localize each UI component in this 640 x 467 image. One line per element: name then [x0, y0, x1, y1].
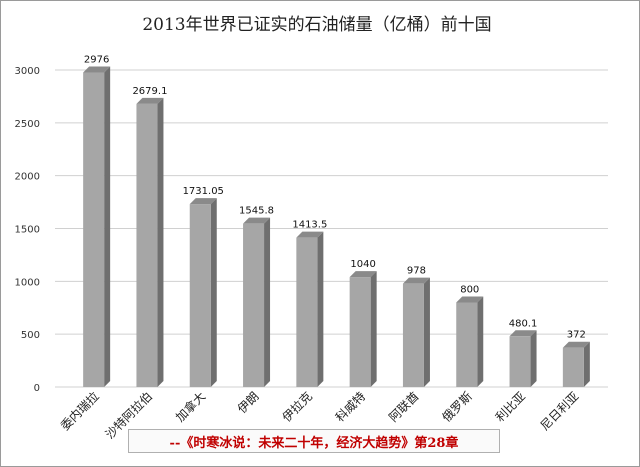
y-tick-label: 2000: [15, 172, 40, 183]
bar-top: [296, 231, 324, 238]
bar-front: [136, 103, 158, 387]
bar: [136, 97, 164, 387]
bar: [296, 231, 324, 387]
data-label: 800: [460, 284, 479, 295]
footer-caption: --《时寒冰说：未来二十年，经济大趋势》第28章: [128, 429, 500, 453]
category-label: 俄罗斯: [440, 389, 475, 424]
bar-side: [530, 330, 537, 387]
bars: [83, 66, 590, 387]
chart-title: 2013年世界已证实的石油储量（亿桶）前十国: [142, 15, 491, 35]
y-tick-label: 1500: [15, 225, 40, 236]
bar-front: [562, 347, 584, 387]
category-label: 尼日利亚: [538, 389, 582, 433]
bar-top: [402, 277, 430, 284]
bar: [243, 217, 271, 387]
bar-front: [456, 302, 478, 387]
bar-side: [583, 341, 590, 387]
y-tick-label: 0: [34, 383, 40, 394]
data-label: 1545.8: [239, 206, 274, 217]
bar-front: [296, 237, 318, 387]
y-tick-label: 2500: [15, 119, 40, 130]
bar-top: [349, 271, 377, 278]
bar-side: [477, 296, 484, 387]
category-label: 科威特: [332, 389, 368, 425]
y-axis: 0 500 1000 1500 2000 2500 3000: [15, 66, 40, 394]
data-label: 1040: [350, 259, 375, 270]
bar: [83, 66, 111, 387]
category-label: 伊拉克: [279, 389, 315, 425]
bar-top: [243, 217, 271, 224]
bar-side: [423, 277, 430, 387]
category-label: 伊朗: [235, 389, 262, 416]
data-label: 978: [407, 266, 426, 277]
y-tick-label: 1000: [15, 277, 40, 288]
bar: [189, 198, 217, 387]
data-label: 1413.5: [292, 220, 327, 231]
bar: [509, 330, 537, 387]
bar-side: [210, 198, 217, 387]
y-tick-label: 3000: [15, 66, 40, 77]
bar-front: [189, 204, 211, 387]
bar: [349, 271, 377, 387]
bar-top: [562, 341, 590, 348]
data-label: 1731.05: [183, 186, 224, 197]
bar: [456, 296, 484, 387]
bar-top: [83, 66, 111, 73]
data-label: 2976: [84, 55, 109, 66]
bar-side: [104, 66, 111, 387]
bar-top: [189, 198, 217, 205]
bar-top: [136, 97, 164, 104]
category-label: 加拿大: [172, 389, 208, 425]
bar-top: [509, 330, 537, 337]
y-tick-label: 500: [21, 330, 40, 341]
bar-side: [264, 217, 271, 387]
data-label: 372: [567, 330, 586, 341]
bar-side: [157, 97, 164, 387]
bar-side: [370, 271, 377, 387]
category-label: 利比亚: [493, 389, 528, 424]
bar-front: [83, 72, 105, 387]
bar-front: [349, 277, 371, 387]
data-label: 480.1: [509, 318, 538, 329]
bar-front: [402, 283, 424, 387]
category-label: 委内瑞拉: [57, 389, 102, 434]
bar-front: [243, 223, 265, 387]
category-label: 阿联酋: [385, 389, 421, 425]
data-labels: 2976 2679.1 1731.05 1545.8 1413.5 1040 978 800 4…: [84, 55, 586, 341]
bar: [562, 341, 590, 387]
bar-front: [509, 336, 531, 387]
data-label: 2679.1: [132, 86, 167, 97]
bar-top: [456, 296, 484, 303]
bar-side: [317, 231, 324, 387]
bar: [402, 277, 430, 387]
